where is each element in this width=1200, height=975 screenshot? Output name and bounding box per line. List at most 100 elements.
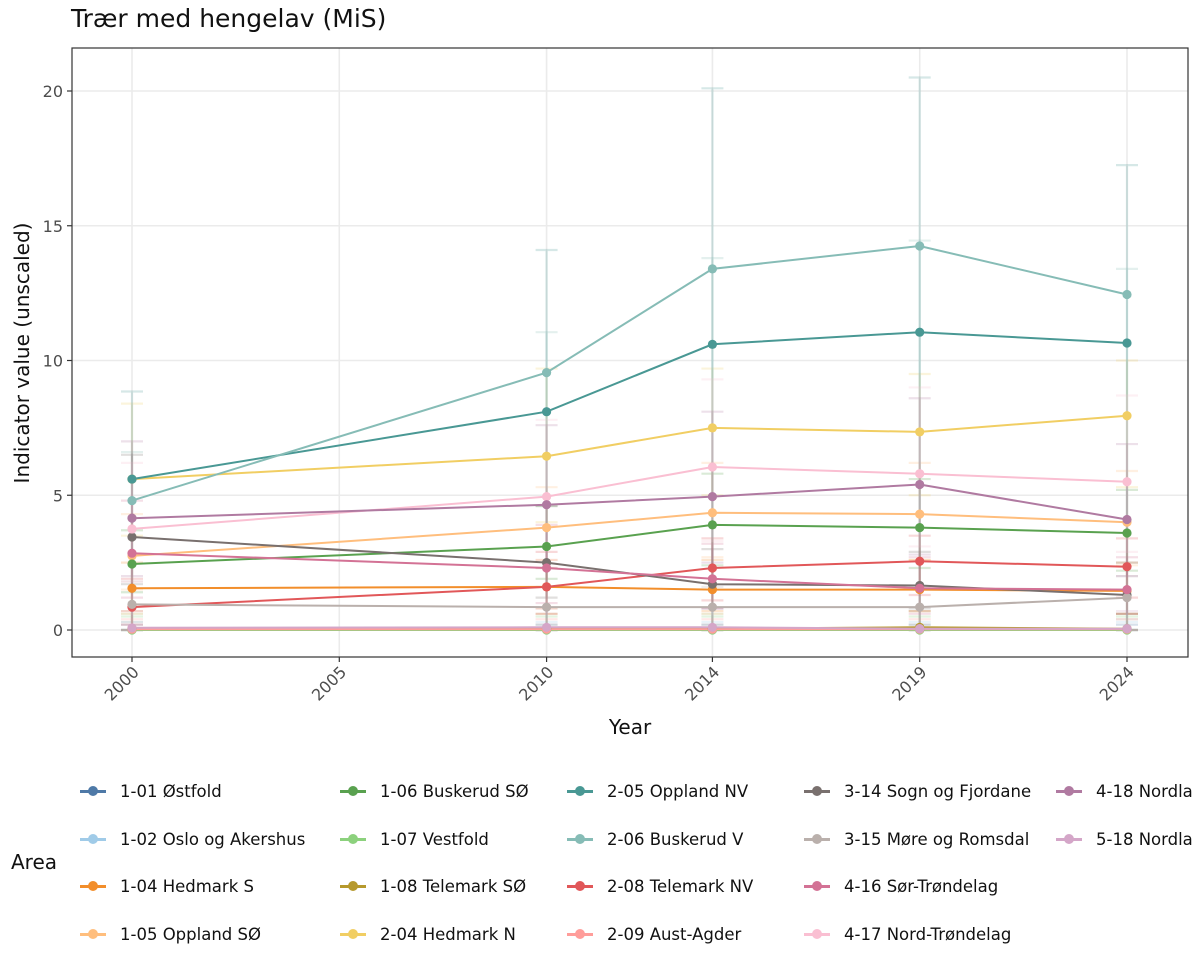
x-tick-label: 2005: [308, 662, 350, 704]
data-point: [707, 508, 718, 518]
series-line: [131, 331, 1128, 481]
grid-layer: [72, 48, 1188, 657]
legend-item[interactable]: 1-01 Østfold: [76, 776, 222, 806]
legend-item[interactable]: 4-17 Nord-Trøndelag: [800, 919, 1011, 949]
legend-item[interactable]: 3-15 Møre og Romsdal: [800, 824, 1029, 854]
data-point: [127, 623, 137, 633]
data-point: [541, 407, 552, 417]
legend-item[interactable]: 1-05 Oppland SØ: [76, 919, 261, 949]
series-line: [131, 536, 1128, 596]
data-point: [707, 491, 718, 502]
data-point: [541, 368, 552, 378]
data-point: [915, 469, 925, 479]
legend-label: 3-14 Sogn og Fjordane: [844, 781, 1032, 801]
y-tick-label: 0: [53, 621, 63, 640]
legend-key-icon: [1052, 776, 1086, 806]
legend-label: 4-18 Nordla: [1096, 781, 1193, 801]
y-tick-label: 5: [53, 486, 63, 505]
data-point: [127, 599, 137, 609]
legend-label: 1-06 Buskerud SØ: [380, 781, 529, 801]
y-tick-label: 15: [43, 217, 63, 236]
legend-key-icon: [563, 824, 597, 854]
data-point: [707, 574, 718, 584]
data-point: [1122, 289, 1132, 300]
legend-title: Area: [11, 850, 58, 874]
legend-label: 1-02 Oslo og Akershus: [120, 829, 306, 849]
x-axis-label: Year: [608, 715, 652, 739]
legend-item[interactable]: 1-07 Vestfold: [336, 824, 489, 854]
legend-label: 4-16 Sør-Trøndelag: [844, 876, 999, 896]
legend-item[interactable]: 1-02 Oslo og Akershus: [76, 824, 305, 854]
series-point-layer: [127, 241, 1132, 635]
data-point: [541, 622, 552, 632]
legend-item[interactable]: 4-18 Nordla: [1052, 776, 1193, 806]
legend-label: 2-04 Hedmark N: [380, 924, 516, 944]
x-tick-label: 2024: [1096, 662, 1138, 704]
data-point: [1122, 584, 1132, 595]
series-line: [131, 244, 1128, 502]
legend-item[interactable]: 2-04 Hedmark N: [336, 919, 516, 949]
data-point: [541, 602, 552, 612]
legend-key-icon: [336, 824, 370, 854]
legend-key-icon: [800, 919, 834, 949]
data-point: [541, 522, 552, 533]
legend-key-icon: [1052, 824, 1086, 854]
legend-item[interactable]: 2-05 Oppland NV: [563, 776, 748, 806]
data-point: [1122, 477, 1132, 487]
legend-item[interactable]: 4-16 Sør-Trøndelag: [800, 871, 998, 901]
data-point: [127, 474, 137, 484]
data-point: [915, 241, 925, 251]
legend-item[interactable]: 5-18 Nordla: [1052, 824, 1193, 854]
legend-label: 3-15 Møre og Romsdal: [844, 829, 1030, 849]
legend-key-icon: [800, 824, 834, 854]
x-tick-label: 2019: [888, 662, 930, 704]
data-point: [1122, 528, 1132, 538]
x-tick-label: 2000: [101, 662, 143, 704]
series-line-layer: [131, 244, 1128, 631]
legend-item[interactable]: 1-06 Buskerud SØ: [336, 776, 529, 806]
data-point: [707, 462, 718, 472]
series-line: [131, 560, 1128, 609]
data-point: [127, 583, 137, 593]
y-tick-label: 10: [43, 352, 63, 371]
legend-label: 2-08 Telemark NV: [607, 876, 754, 896]
data-point: [127, 559, 137, 569]
data-point: [707, 339, 718, 349]
error-bar: [701, 410, 724, 564]
legend-item[interactable]: 2-06 Buskerud V: [563, 824, 743, 854]
series-line: [131, 414, 1128, 481]
data-point: [707, 622, 718, 632]
error-bar-layer: [121, 76, 1138, 632]
data-point: [541, 541, 552, 552]
legend-key-icon: [800, 871, 834, 901]
data-point: [541, 491, 552, 502]
legend-item[interactable]: 2-09 Aust-Agder: [563, 919, 741, 949]
legend-label: 2-05 Oppland NV: [607, 781, 749, 801]
legend-key-icon: [76, 919, 110, 949]
data-point: [707, 520, 718, 530]
error-bar: [908, 386, 931, 548]
series-line: [131, 483, 1128, 521]
data-point: [1122, 593, 1132, 603]
x-tick-label: 2014: [681, 662, 723, 704]
data-point: [707, 264, 718, 274]
data-point: [1122, 514, 1132, 525]
data-point: [541, 500, 552, 510]
legend-item[interactable]: 1-08 Telemark SØ: [336, 871, 526, 901]
legend-key-icon: [336, 919, 370, 949]
legend-item[interactable]: 2-08 Telemark NV: [563, 871, 753, 901]
legend-label: 1-04 Hedmark S: [120, 876, 254, 896]
legend-label: 1-05 Oppland SØ: [120, 924, 261, 944]
error-bar: [1116, 442, 1138, 578]
legend-item[interactable]: 1-04 Hedmark S: [76, 871, 254, 901]
legend-key-icon: [800, 776, 834, 806]
data-point: [915, 327, 925, 337]
data-point: [127, 532, 137, 542]
data-point: [915, 522, 925, 533]
series-line: [131, 511, 1128, 557]
legend-label: 2-09 Aust-Agder: [607, 924, 742, 944]
legend-key-icon: [336, 776, 370, 806]
legend-item[interactable]: 3-14 Sogn og Fjordane: [800, 776, 1031, 806]
data-point: [915, 583, 925, 593]
